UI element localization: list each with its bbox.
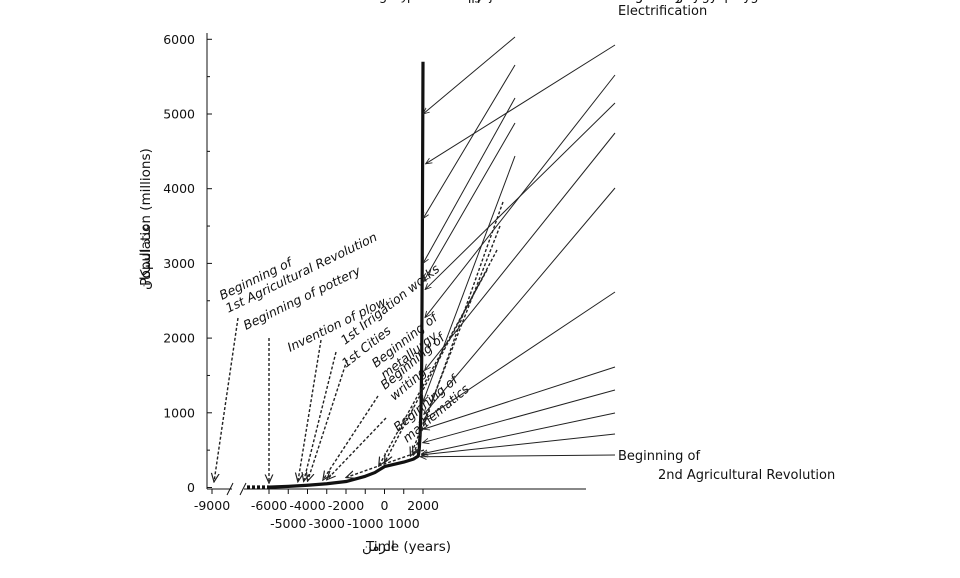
annotation-arrow xyxy=(214,317,239,482)
axis-break-mark xyxy=(226,482,234,496)
axis-break-mark xyxy=(239,482,247,496)
annotation-label: Germ theory xyxy=(618,0,701,4)
x-tick-label: -4000 xyxy=(289,498,325,513)
annotation-label: PCs xyxy=(618,0,642,4)
annotations: Beginning of1st Agricultural RevolutionB… xyxy=(214,0,838,483)
annotation-label: Invention of Watt engine xyxy=(618,0,778,4)
x-tick-label: 0 xyxy=(381,498,389,513)
annotation-arrow xyxy=(385,249,498,463)
x-tick-label: -5000 xyxy=(270,516,306,531)
annotation-label: Beginning of railways xyxy=(618,0,758,4)
annotation-arrow xyxy=(424,187,616,414)
annotation-label: Invention of automobile xyxy=(618,0,773,4)
annotation-arrow xyxy=(420,455,616,457)
annotation-label: High-speed computers xyxy=(366,0,514,4)
annotation-label: Beginning of Industrial Revolution xyxy=(618,0,838,4)
x-axis-title: الزمن Time (years) xyxy=(362,539,451,555)
y-tick-label: 1000 xyxy=(163,405,195,420)
x-tick-label: -1000 xyxy=(347,516,383,531)
annotation-arrow xyxy=(298,339,322,482)
annotation-label: Black Plague xyxy=(418,0,498,3)
y-tick-label: 2000 xyxy=(163,331,195,346)
annotation-arrow xyxy=(423,36,516,114)
annotation-arrow xyxy=(423,122,516,282)
annotation-arrow xyxy=(423,155,516,402)
y-axis-title-english: Population (millions) xyxy=(138,148,154,286)
annotation-arrow xyxy=(426,44,616,164)
x-tick-label: 1000 xyxy=(388,516,420,531)
annotation-label: Peak of Rome xyxy=(409,0,496,3)
x-axis-title-arabic: الزمن xyxy=(362,539,395,555)
annotation-arrow xyxy=(425,102,616,290)
y-axis: 0 1000 2000 3000 4000 5000 6000 xyxy=(163,32,212,495)
annotation-label: Nuclear energy xyxy=(618,0,718,4)
x-axis-title-english: Time (years) xyxy=(365,539,451,555)
annotation-arrow xyxy=(379,269,488,466)
annotation-label: Man on moon xyxy=(424,0,513,4)
y-tick-label: 4000 xyxy=(163,181,195,196)
annotation-label: Invention of aeroplane xyxy=(366,0,513,4)
annotation-label: Peak of Greece xyxy=(389,0,484,3)
x-tick-label: 2000 xyxy=(407,498,439,513)
annotation-label: Beginning of 2nd Agricultural Revolution xyxy=(618,449,835,483)
y-tick-label: 0 xyxy=(187,480,195,495)
y-axis-title: Population (millions) عدد السكان xyxy=(138,148,154,290)
annotation-arrow xyxy=(421,433,616,455)
annotation-label: Discovery of DNA xyxy=(618,0,732,4)
annotation-arrow xyxy=(425,132,616,370)
annotation-arrow xyxy=(323,395,379,480)
x-tick-label: -9000 xyxy=(194,498,230,513)
annotation-label: Invention of telephoneElectrification xyxy=(618,0,765,19)
x-tick-label: -3000 xyxy=(309,516,345,531)
annotation-arrow xyxy=(304,351,337,481)
x-axis: -9000 -6000 -4000 -2000 0 2000 -5000 -3000 -1000… xyxy=(194,482,586,531)
x-tick-label: -6000 xyxy=(251,498,287,513)
y-tick-label: 5000 xyxy=(163,107,195,122)
x-tick-label: -2000 xyxy=(328,498,364,513)
annotation-arrow xyxy=(424,291,616,420)
annotation-arrow xyxy=(308,359,348,481)
y-tick-label: 3000 xyxy=(163,256,195,271)
annotation-label: War on malaria xyxy=(414,0,513,4)
plot-area xyxy=(247,61,425,489)
y-tick-label: 6000 xyxy=(163,32,195,47)
annotation-arrow xyxy=(423,389,616,443)
annotation-arrow xyxy=(422,412,616,454)
annotation-arrow xyxy=(423,366,616,429)
annotation-arrow xyxy=(327,417,387,480)
annotation-arrow xyxy=(423,64,516,219)
annotation-label: Discovery of New World xyxy=(347,0,497,3)
annotation-label: Penicillin xyxy=(618,0,675,4)
annotation-arrow xyxy=(423,97,516,263)
y-axis-title-arabic: عدد السكان xyxy=(138,223,154,290)
population-series-line xyxy=(268,61,425,489)
annotation-label: Genome project xyxy=(409,0,513,4)
